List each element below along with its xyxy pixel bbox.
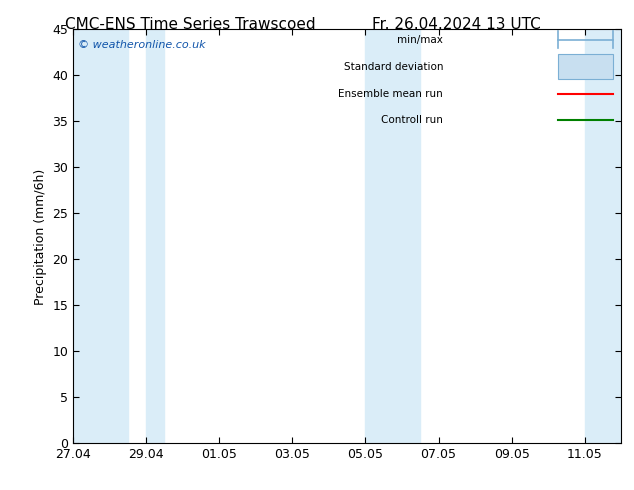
Bar [559,54,613,79]
Text: Controll run: Controll run [381,116,443,125]
Text: CMC-ENS Time Series Trawscoed: CMC-ENS Time Series Trawscoed [65,17,316,32]
Bar [365,29,420,443]
Text: Fr. 26.04.2024 13 UTC: Fr. 26.04.2024 13 UTC [372,17,541,32]
Bar [146,29,164,443]
Bar [585,29,621,443]
Bar [73,29,127,443]
Text: © weatheronline.co.uk: © weatheronline.co.uk [79,40,206,50]
Text: Standard deviation: Standard deviation [344,62,443,72]
Text: Ensemble mean run: Ensemble mean run [339,89,443,98]
Text: min/max: min/max [398,35,443,45]
Y-axis label: Precipitation (mm/6h): Precipitation (mm/6h) [34,168,47,305]
